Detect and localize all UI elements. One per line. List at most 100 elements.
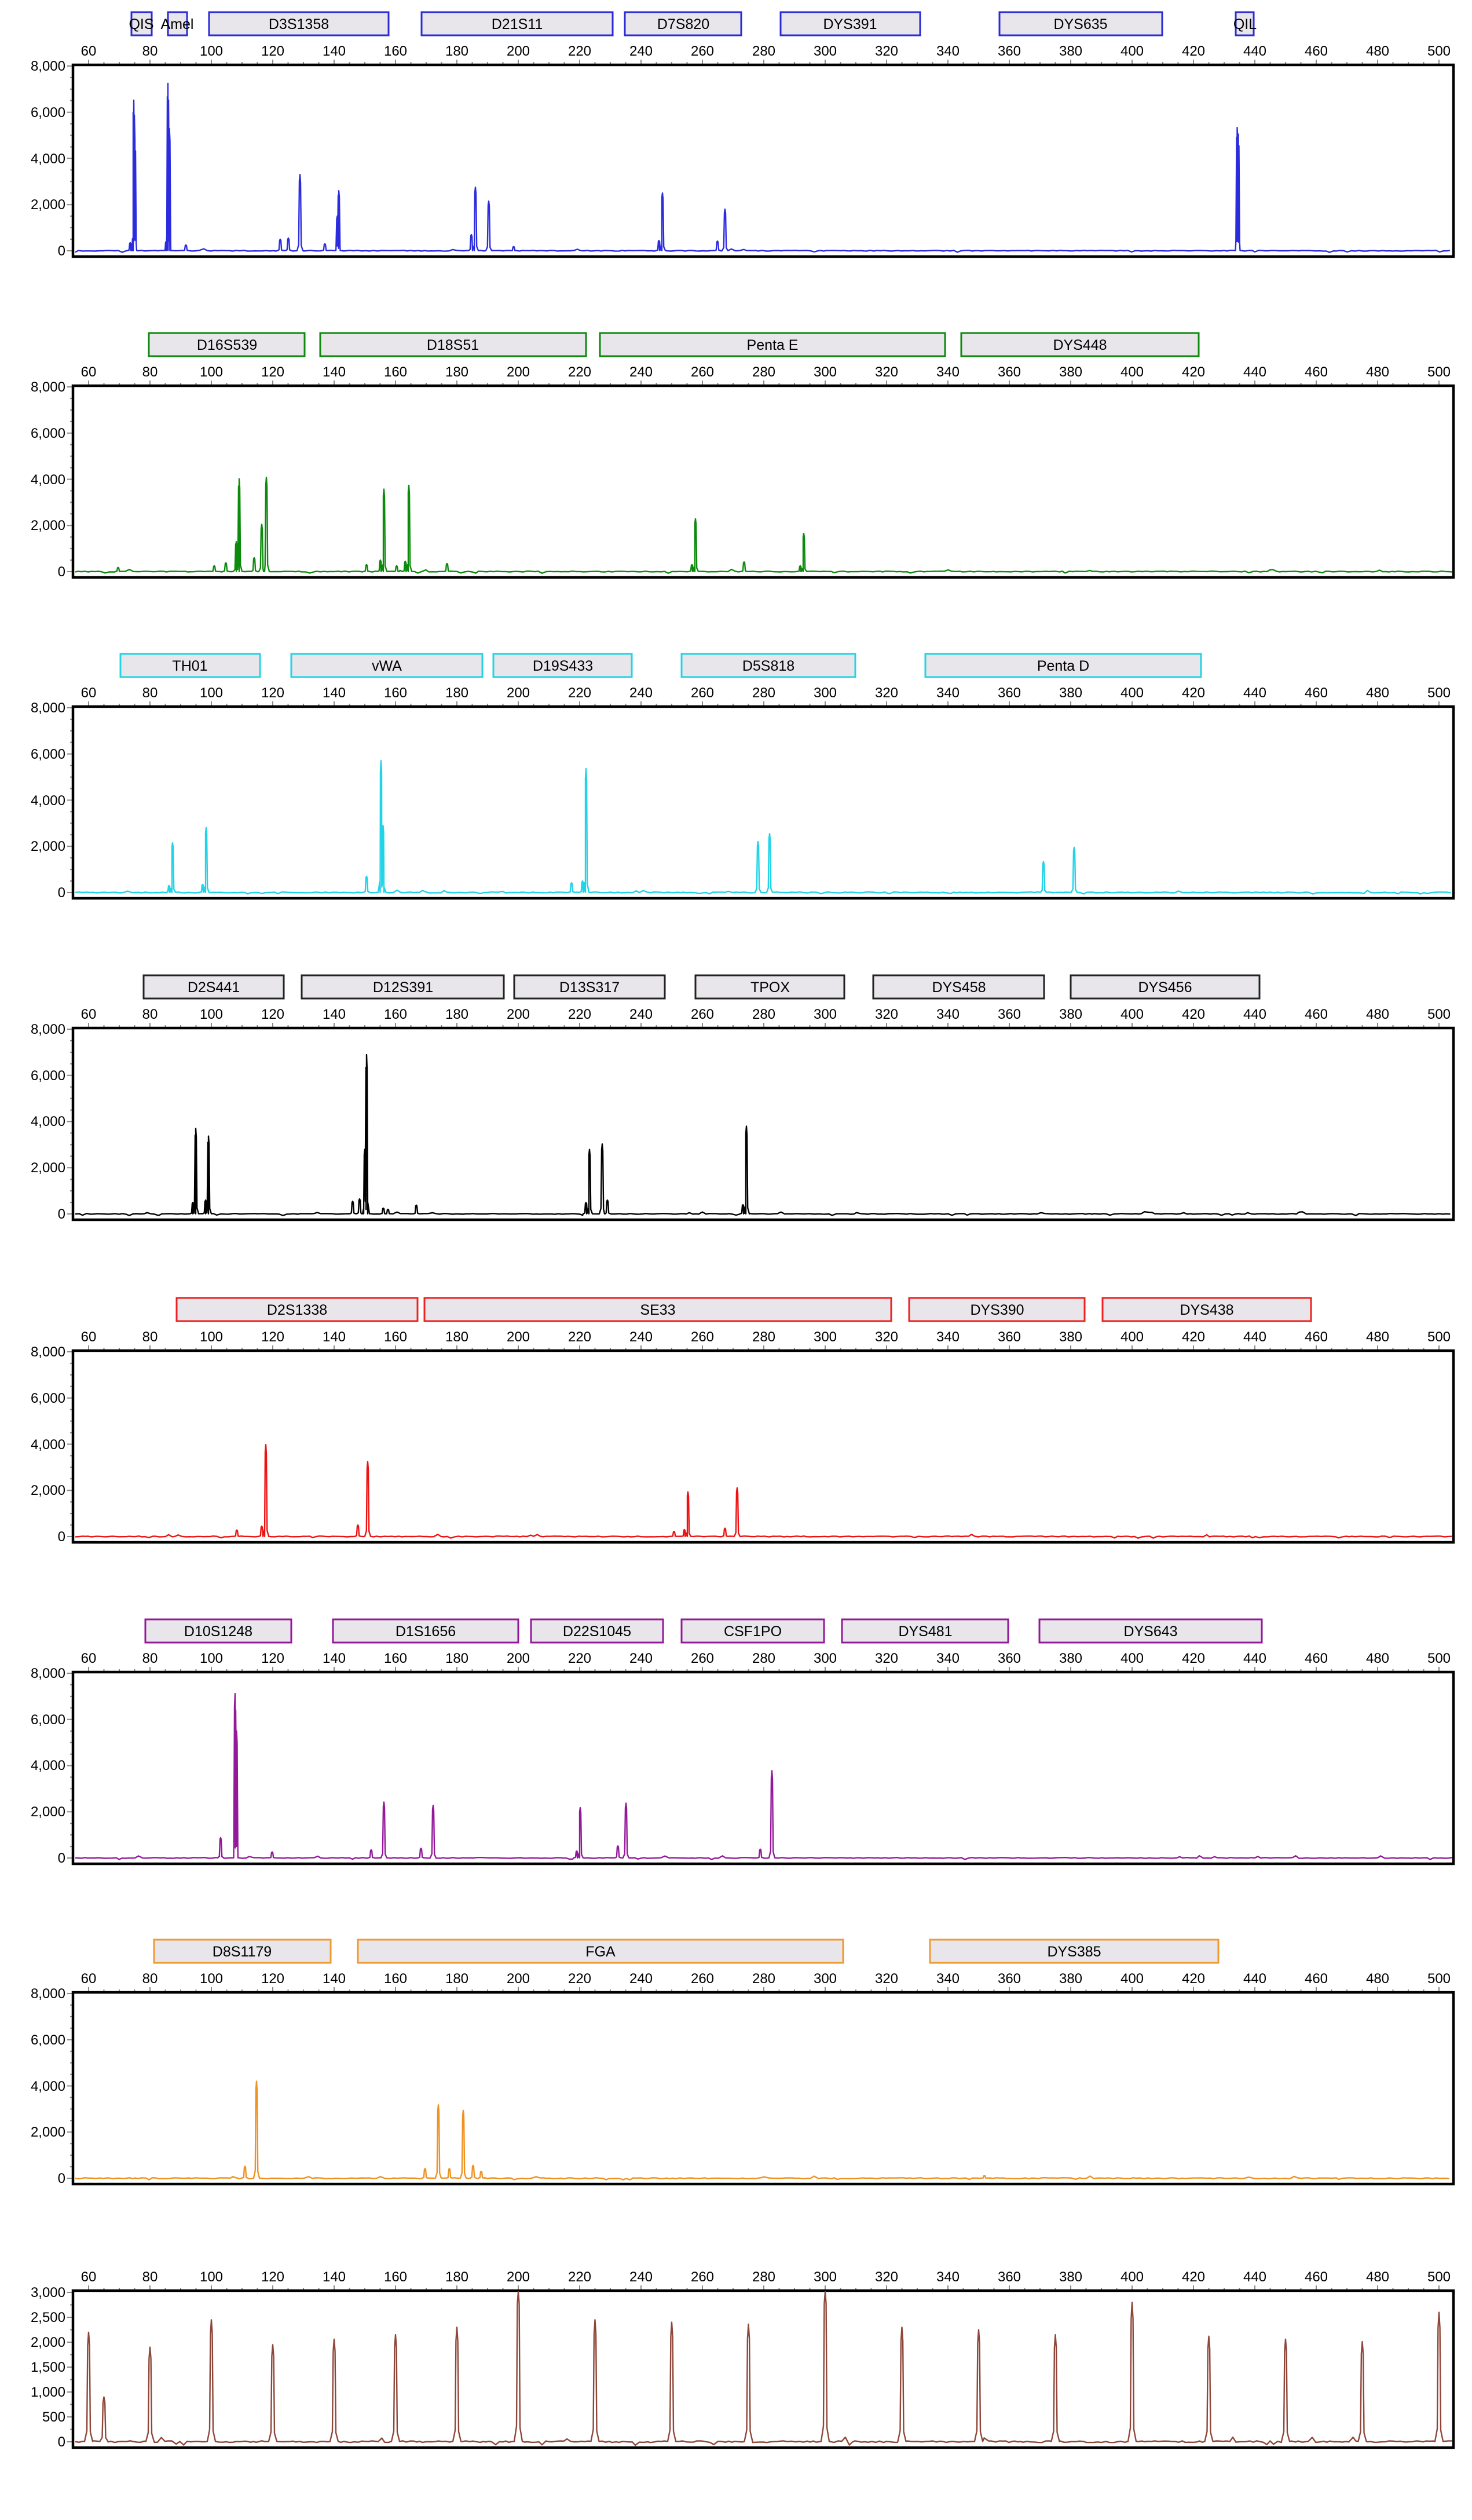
svg-text:500: 500 [1427,685,1451,701]
svg-text:160: 160 [384,1329,407,1345]
svg-text:6,000: 6,000 [31,1391,65,1406]
svg-text:400: 400 [1121,1651,1144,1666]
svg-text:Amel: Amel [161,16,194,32]
svg-text:280: 280 [752,685,775,701]
svg-text:100: 100 [200,1651,223,1666]
svg-text:120: 120 [261,43,284,59]
svg-text:460: 460 [1305,1329,1328,1345]
svg-text:240: 240 [629,1651,653,1666]
svg-text:160: 160 [384,1971,407,1987]
svg-text:500: 500 [42,2409,65,2425]
svg-text:8,000: 8,000 [31,1344,65,1360]
svg-text:500: 500 [1427,2269,1451,2285]
svg-text:280: 280 [752,43,775,59]
svg-text:0: 0 [58,1850,65,1866]
svg-text:340: 340 [936,1007,960,1022]
svg-text:480: 480 [1366,1651,1389,1666]
svg-text:420: 420 [1182,1007,1205,1022]
svg-text:1,000: 1,000 [31,2384,65,2400]
svg-text:440: 440 [1243,1007,1266,1022]
svg-text:100: 100 [200,1007,223,1022]
svg-text:80: 80 [142,43,158,59]
svg-text:0: 0 [58,2171,65,2186]
svg-text:380: 380 [1059,364,1082,380]
svg-text:100: 100 [200,1971,223,1987]
svg-text:8,000: 8,000 [31,58,65,74]
svg-text:D10S1248: D10S1248 [184,1623,252,1640]
svg-text:1,500: 1,500 [31,2360,65,2375]
svg-text:300: 300 [814,2269,837,2285]
svg-text:300: 300 [814,43,837,59]
svg-text:360: 360 [998,43,1021,59]
svg-text:340: 340 [936,364,960,380]
svg-text:300: 300 [814,685,837,701]
svg-text:vWA: vWA [372,658,402,674]
svg-text:8,000: 8,000 [31,700,65,716]
svg-text:320: 320 [875,1651,898,1666]
svg-text:3,000: 3,000 [31,2285,65,2300]
svg-text:240: 240 [629,1329,653,1345]
svg-text:260: 260 [691,1329,714,1345]
svg-text:380: 380 [1059,1329,1082,1345]
svg-text:280: 280 [752,1007,775,1022]
svg-text:60: 60 [81,1971,97,1987]
svg-text:60: 60 [81,1651,97,1666]
svg-text:100: 100 [200,43,223,59]
svg-text:FGA: FGA [585,1944,616,1960]
svg-text:460: 460 [1305,1007,1328,1022]
svg-text:220: 220 [568,685,591,701]
svg-text:400: 400 [1121,685,1144,701]
svg-text:220: 220 [568,1329,591,1345]
svg-text:420: 420 [1182,2269,1205,2285]
svg-text:200: 200 [507,1007,530,1022]
svg-text:100: 100 [200,685,223,701]
svg-text:360: 360 [998,685,1021,701]
svg-text:140: 140 [323,1651,346,1666]
svg-text:180: 180 [445,685,468,701]
svg-text:440: 440 [1243,2269,1266,2285]
svg-text:QIL: QIL [1233,16,1257,32]
svg-text:200: 200 [507,364,530,380]
svg-text:300: 300 [814,1007,837,1022]
svg-text:8,000: 8,000 [31,1022,65,1037]
svg-text:2,000: 2,000 [31,2335,65,2350]
svg-text:SE33: SE33 [640,1302,675,1318]
svg-text:240: 240 [629,1007,653,1022]
svg-text:Penta E: Penta E [747,337,799,353]
svg-text:420: 420 [1182,1651,1205,1666]
svg-text:460: 460 [1305,2269,1328,2285]
svg-text:460: 460 [1305,685,1328,701]
svg-text:120: 120 [261,1329,284,1345]
svg-text:460: 460 [1305,43,1328,59]
svg-text:440: 440 [1243,43,1266,59]
svg-text:420: 420 [1182,43,1205,59]
svg-text:420: 420 [1182,1971,1205,1987]
svg-text:400: 400 [1121,2269,1144,2285]
svg-text:500: 500 [1427,43,1451,59]
svg-text:460: 460 [1305,1971,1328,1987]
svg-text:440: 440 [1243,685,1266,701]
svg-text:180: 180 [445,364,468,380]
svg-text:2,000: 2,000 [31,518,65,533]
svg-text:DYS481: DYS481 [898,1623,952,1640]
svg-text:100: 100 [200,2269,223,2285]
svg-text:300: 300 [814,1651,837,1666]
svg-text:260: 260 [691,1651,714,1666]
svg-text:180: 180 [445,2269,468,2285]
svg-text:100: 100 [200,364,223,380]
svg-text:340: 340 [936,2269,960,2285]
svg-text:440: 440 [1243,1971,1266,1987]
svg-text:2,000: 2,000 [31,839,65,854]
svg-text:340: 340 [936,1651,960,1666]
svg-text:380: 380 [1059,43,1082,59]
svg-text:8,000: 8,000 [31,1666,65,1681]
svg-text:320: 320 [875,2269,898,2285]
svg-text:280: 280 [752,1971,775,1987]
svg-text:D13S317: D13S317 [559,979,620,996]
svg-text:D21S11: D21S11 [492,16,543,32]
svg-text:140: 140 [323,685,346,701]
svg-text:260: 260 [691,2269,714,2285]
svg-text:D18S51: D18S51 [427,337,479,353]
svg-text:80: 80 [142,685,158,701]
svg-text:220: 220 [568,2269,591,2285]
